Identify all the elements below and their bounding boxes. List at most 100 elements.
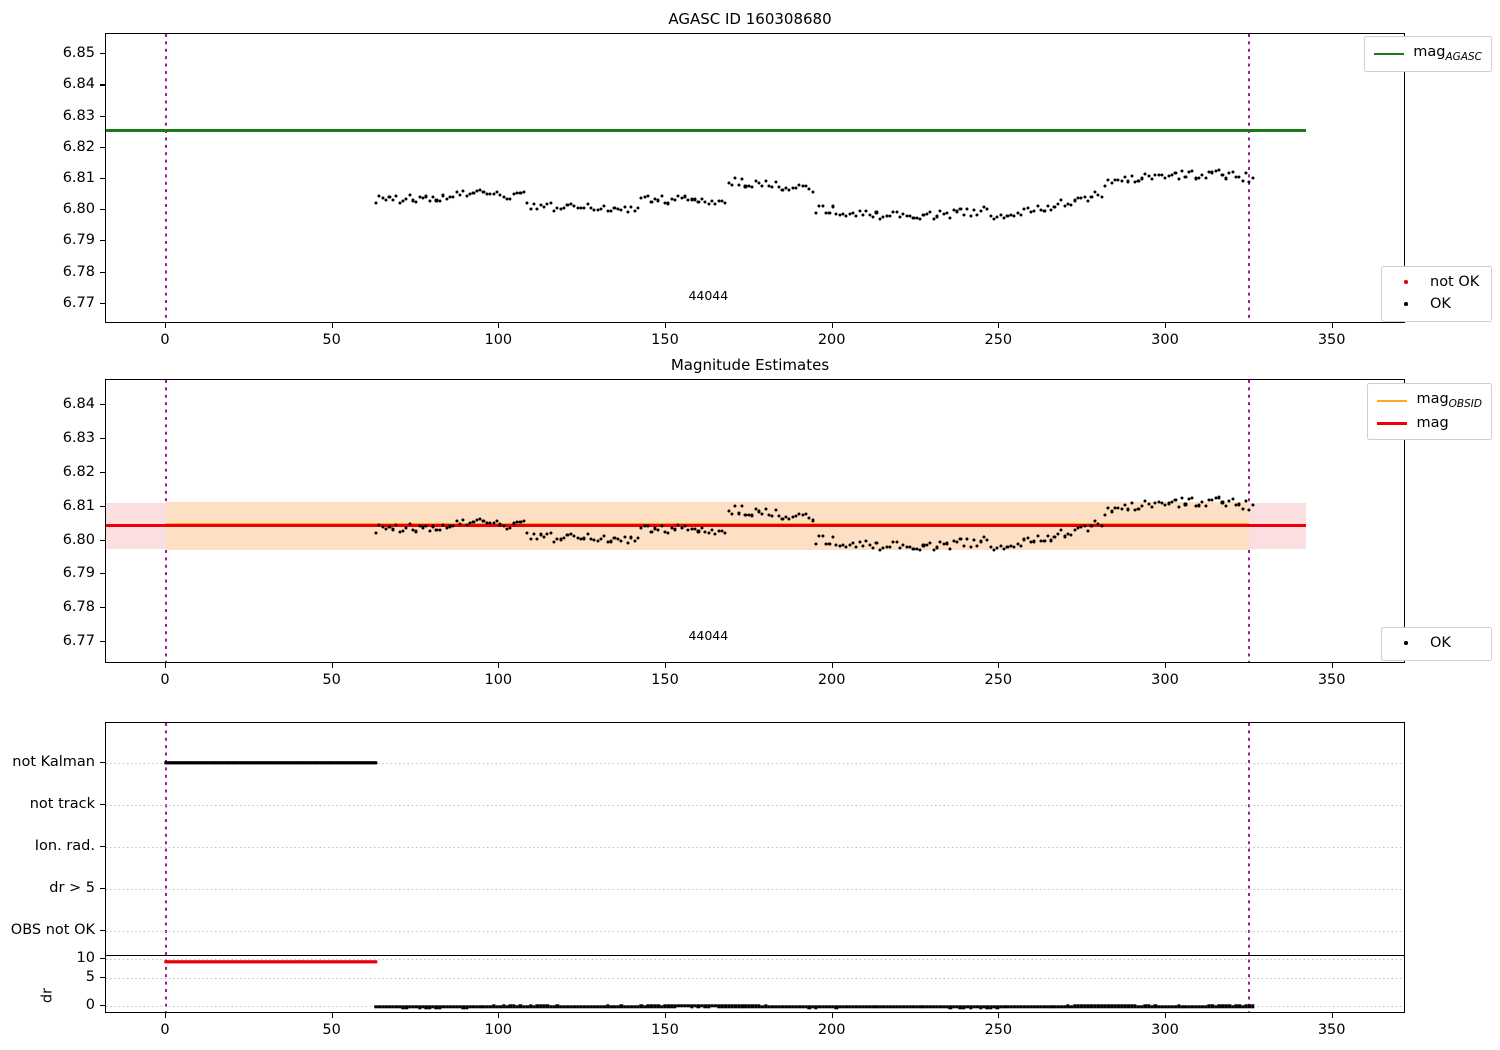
legend-dot bbox=[1404, 280, 1408, 284]
data-point-ok bbox=[1234, 503, 1238, 507]
data-point-ok bbox=[958, 537, 962, 541]
data-point-ok bbox=[549, 201, 553, 205]
data-point-ok bbox=[1022, 537, 1026, 541]
dr-data-point bbox=[632, 1004, 637, 1009]
dr-data-point bbox=[629, 1005, 633, 1009]
data-point-ok bbox=[1063, 534, 1067, 538]
dr-data-point bbox=[1203, 1005, 1208, 1009]
dr-data-point bbox=[948, 1005, 953, 1009]
dr-threshold-line bbox=[106, 955, 1404, 957]
data-point-ok bbox=[418, 195, 422, 199]
dr-data-point bbox=[485, 1005, 489, 1009]
dr-tick-mark bbox=[100, 977, 105, 979]
dr-data-point bbox=[649, 1004, 654, 1009]
dr-data-point bbox=[1049, 1004, 1053, 1009]
x-tick-label: 300 bbox=[1151, 1022, 1179, 1038]
obsid-divider-line bbox=[164, 723, 168, 1012]
data-point-ok bbox=[488, 521, 492, 525]
panel1-legend-top[interactable]: magAGASC bbox=[1364, 36, 1492, 72]
panel2-legend-top[interactable]: magOBSID mag bbox=[1367, 383, 1492, 441]
dr-data-point bbox=[448, 1005, 452, 1009]
data-point-ok bbox=[905, 214, 909, 218]
dr-data-point bbox=[747, 1004, 751, 1009]
dr-data-point bbox=[925, 1005, 929, 1009]
y-tick-label: 6.78 bbox=[62, 263, 95, 280]
dr-data-point bbox=[381, 1005, 385, 1009]
dr-data-point bbox=[901, 1005, 906, 1009]
y-tick-mark bbox=[100, 209, 105, 211]
data-point-ok bbox=[1136, 507, 1140, 511]
dr-data-point bbox=[1062, 1004, 1067, 1009]
data-point-ok bbox=[965, 537, 969, 541]
data-point-ok bbox=[666, 201, 670, 206]
dr-data-point bbox=[891, 1005, 895, 1009]
data-point-ok bbox=[575, 536, 580, 540]
legend-entry: magOBSID bbox=[1377, 389, 1482, 413]
panel1-legend-bottom[interactable]: not OK OK bbox=[1381, 266, 1492, 322]
x-tick-label: 200 bbox=[817, 1022, 846, 1038]
data-point-ok bbox=[1143, 172, 1147, 176]
data-point-ok bbox=[700, 526, 704, 530]
dr-data-point bbox=[508, 1004, 513, 1009]
data-point-ok bbox=[596, 208, 600, 212]
data-point-ok bbox=[1234, 175, 1238, 179]
dr-data-point bbox=[985, 1005, 990, 1009]
data-point-ok bbox=[1052, 535, 1057, 539]
data-point-ok bbox=[999, 213, 1003, 217]
data-point-ok bbox=[898, 546, 902, 550]
y-tick-label: 6.82 bbox=[62, 138, 95, 155]
data-point-ok bbox=[394, 523, 398, 527]
dr-data-point bbox=[1106, 1004, 1110, 1008]
data-point-ok bbox=[764, 179, 768, 183]
data-point-ok bbox=[948, 547, 952, 551]
data-point-ok bbox=[693, 527, 697, 531]
y-tick-mark bbox=[100, 804, 105, 806]
x-tick-mark bbox=[998, 1013, 1000, 1018]
x-tick-label: 350 bbox=[1317, 332, 1346, 348]
data-point-ok bbox=[754, 179, 758, 183]
dr-data-point bbox=[589, 1005, 593, 1009]
dr-data-point bbox=[1002, 1005, 1006, 1009]
dr-data-point bbox=[1160, 1004, 1164, 1009]
legend-entry: magAGASC bbox=[1374, 42, 1482, 66]
data-point-ok bbox=[1183, 502, 1188, 506]
dr-data-point bbox=[1039, 1005, 1043, 1009]
x-tick-mark bbox=[498, 1013, 500, 1018]
data-point-ok bbox=[1247, 507, 1251, 512]
dr-data-point bbox=[955, 1005, 959, 1009]
data-point-ok bbox=[1093, 190, 1097, 194]
data-point-ok bbox=[1237, 502, 1241, 506]
data-point-ok bbox=[811, 518, 815, 523]
data-point-ok bbox=[599, 207, 603, 211]
data-point-ok bbox=[1042, 539, 1046, 543]
data-point-ok bbox=[1079, 525, 1083, 529]
data-point-ok bbox=[1170, 173, 1174, 177]
data-point-ok bbox=[1032, 209, 1036, 213]
data-point-ok bbox=[770, 513, 774, 518]
data-point-ok bbox=[552, 540, 556, 544]
dr-data-point bbox=[804, 1005, 808, 1009]
data-point-ok bbox=[1103, 184, 1107, 188]
dr-data-point bbox=[1119, 1004, 1124, 1009]
dr-data-point bbox=[726, 1004, 731, 1009]
data-point-ok bbox=[663, 530, 667, 534]
panel2-legend-bottom[interactable]: OK bbox=[1381, 627, 1492, 661]
dr-data-point bbox=[384, 1005, 388, 1009]
data-point-ok bbox=[1136, 179, 1140, 183]
y-tick-label: 6.81 bbox=[62, 170, 95, 186]
dr-data-point bbox=[468, 1005, 472, 1009]
data-point-ok bbox=[434, 198, 438, 203]
data-point-ok bbox=[461, 518, 465, 522]
dr-data-point bbox=[716, 1004, 721, 1008]
data-point-ok bbox=[895, 210, 899, 214]
data-point-ok bbox=[801, 512, 805, 517]
data-point-ok bbox=[582, 206, 586, 210]
data-point-ok bbox=[481, 519, 486, 523]
data-point-ok bbox=[602, 204, 606, 208]
data-point-ok bbox=[797, 512, 801, 516]
data-point-ok bbox=[885, 214, 889, 218]
dr-data-point bbox=[414, 1005, 418, 1009]
dr-data-point bbox=[1019, 1005, 1023, 1009]
dr-data-point bbox=[1214, 1004, 1218, 1009]
data-point-ok bbox=[1120, 507, 1124, 511]
